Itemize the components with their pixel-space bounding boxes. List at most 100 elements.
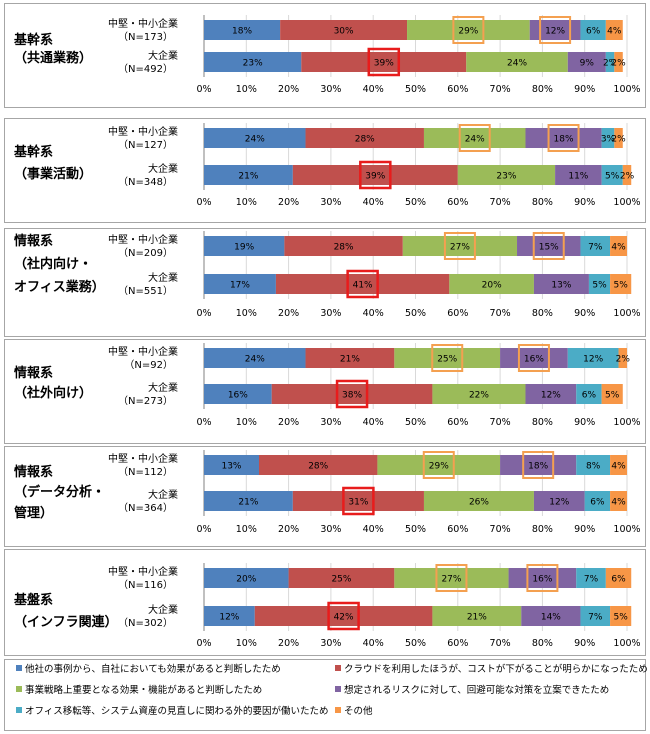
bar-segment xyxy=(394,348,501,368)
x-tick-label: 20% xyxy=(278,308,299,319)
data-label: 31% xyxy=(348,498,368,508)
data-label: 9% xyxy=(580,59,595,69)
data-label: 18% xyxy=(232,27,252,37)
bar-segment xyxy=(466,52,568,72)
x-tick-label: 100% xyxy=(613,417,640,428)
bar-segment xyxy=(204,52,302,72)
data-label: 29% xyxy=(429,462,449,472)
data-label: 21% xyxy=(238,498,258,508)
legend-entry: 他社の事例から、自社においても効果があると判断したため xyxy=(25,663,281,675)
x-tick-label: 30% xyxy=(320,308,341,319)
data-label: 39% xyxy=(374,59,394,69)
x-tick-label: 40% xyxy=(363,308,384,319)
legend-swatch xyxy=(16,686,22,692)
highlight-box-red xyxy=(335,379,369,409)
data-label: 28% xyxy=(355,135,375,145)
x-tick-label: 60% xyxy=(447,197,468,208)
data-label: 6% xyxy=(582,391,597,401)
x-tick-label: 60% xyxy=(447,417,468,428)
panel-title: 管理） xyxy=(14,505,53,521)
bar-segment xyxy=(601,128,615,148)
data-label: 21% xyxy=(238,172,258,182)
bar-segment xyxy=(204,274,276,294)
row-n-label: （N=273） xyxy=(118,395,173,407)
bar-segment xyxy=(271,384,433,404)
row-label: 大企業 xyxy=(148,162,178,175)
row-n-label: （N=302） xyxy=(118,617,173,629)
data-label: 7% xyxy=(584,575,599,585)
bar-segment xyxy=(610,606,632,626)
data-label: 28% xyxy=(334,243,354,253)
x-tick-label: 50% xyxy=(405,84,426,95)
bar-segment xyxy=(204,606,255,626)
x-tick-label: 30% xyxy=(320,84,341,95)
x-tick-label: 90% xyxy=(574,524,595,535)
legend-swatch xyxy=(16,707,22,713)
data-label: 4% xyxy=(611,243,626,253)
x-tick-label: 90% xyxy=(574,308,595,319)
bar-segment xyxy=(280,20,408,40)
x-tick-label: 100% xyxy=(613,524,640,535)
panel-title: （社外向け） xyxy=(14,385,92,401)
data-label: 23% xyxy=(243,59,263,69)
bar-segment xyxy=(614,128,623,148)
data-label: 30% xyxy=(334,27,354,37)
x-tick-label: 70% xyxy=(490,417,511,428)
data-label: 25% xyxy=(437,355,457,365)
bar-segment xyxy=(555,165,602,185)
data-label: 6% xyxy=(590,498,605,508)
data-label: 19% xyxy=(234,243,254,253)
row-n-label: （N=173） xyxy=(118,31,173,43)
data-label: 5% xyxy=(605,172,620,182)
x-tick-label: 80% xyxy=(532,308,553,319)
data-label: 42% xyxy=(334,613,354,623)
data-label: 41% xyxy=(353,281,373,291)
data-label: 5% xyxy=(614,281,629,291)
data-label: 7% xyxy=(588,243,603,253)
x-tick-label: 20% xyxy=(278,84,299,95)
x-tick-label: 0% xyxy=(196,84,211,95)
bar-segment xyxy=(500,348,568,368)
panel-title: 情報系 xyxy=(14,233,53,249)
x-tick-label: 60% xyxy=(447,308,468,319)
x-tick-label: 40% xyxy=(363,417,384,428)
data-label: 16% xyxy=(524,355,544,365)
highlight-box-orange xyxy=(532,232,565,260)
bar-segment xyxy=(576,384,602,404)
bar-segment xyxy=(258,455,378,475)
x-tick-label: 100% xyxy=(613,84,640,95)
bar-segment xyxy=(204,20,281,40)
bar-segment xyxy=(204,568,289,588)
row-label: 大企業 xyxy=(148,49,178,62)
legend-swatch xyxy=(335,707,341,713)
bar-segment xyxy=(402,236,518,256)
data-label: 24% xyxy=(245,135,265,145)
bar-segment xyxy=(610,491,627,511)
data-label: 12% xyxy=(541,391,561,401)
data-label: 27% xyxy=(441,575,461,585)
x-tick-label: 10% xyxy=(236,524,257,535)
data-label: 4% xyxy=(607,27,622,37)
x-tick-label: 60% xyxy=(447,638,468,649)
bar-segment xyxy=(204,384,272,404)
data-label: 38% xyxy=(342,391,362,401)
highlight-box-orange xyxy=(435,564,468,592)
x-tick-label: 90% xyxy=(574,417,595,428)
x-tick-label: 50% xyxy=(405,524,426,535)
row-label: 大企業 xyxy=(148,381,178,394)
data-label: 39% xyxy=(365,172,385,182)
x-tick-label: 30% xyxy=(320,197,341,208)
highlight-box-red xyxy=(327,601,360,631)
x-tick-label: 0% xyxy=(196,308,211,319)
data-label: 25% xyxy=(331,575,351,585)
x-tick-label: 40% xyxy=(363,638,384,649)
data-label: 18% xyxy=(528,462,548,472)
data-label: 24% xyxy=(465,135,485,145)
panel-frame xyxy=(4,549,646,656)
data-label: 22% xyxy=(469,391,489,401)
bar-segment xyxy=(288,568,395,588)
highlight-box-orange xyxy=(452,16,485,44)
bar-segment xyxy=(576,455,611,475)
bar-segment xyxy=(204,165,293,185)
bar-segment xyxy=(567,52,606,72)
